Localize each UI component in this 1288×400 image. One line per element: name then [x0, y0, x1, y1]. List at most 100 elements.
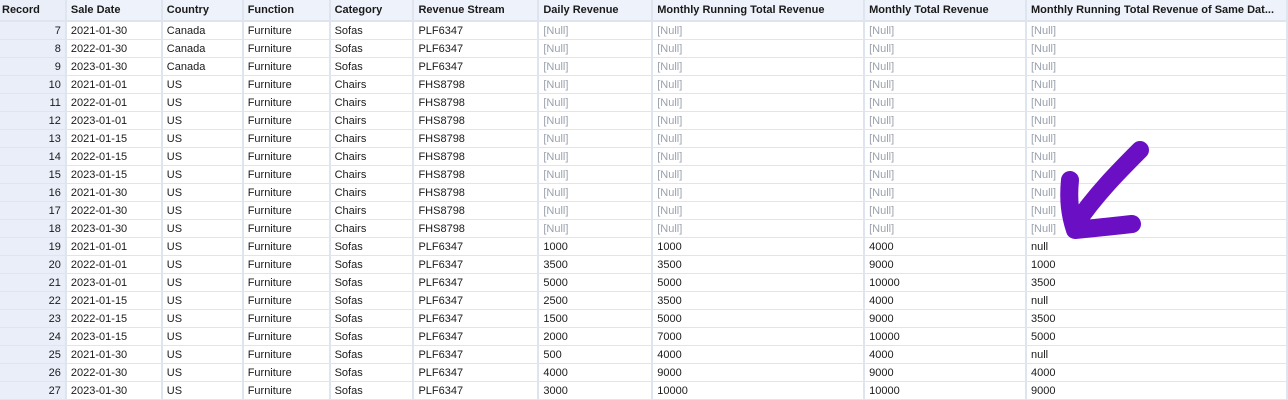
- table-cell[interactable]: Furniture: [242, 309, 331, 328]
- table-cell[interactable]: [Null]: [652, 75, 866, 94]
- table-cell[interactable]: 2022-01-30: [65, 363, 163, 382]
- table-cell[interactable]: US: [161, 93, 244, 112]
- table-cell[interactable]: [Null]: [538, 201, 654, 220]
- table-cell[interactable]: [Null]: [864, 201, 1027, 220]
- table-cell[interactable]: [Null]: [652, 219, 866, 238]
- record-number[interactable]: 20: [0, 255, 67, 274]
- table-row[interactable]: 26 2022-01-30 US Furniture Sofas PLF6347 4000 9…: [0, 363, 1288, 382]
- table-cell[interactable]: [Null]: [1025, 147, 1288, 166]
- table-cell[interactable]: 9000: [1025, 381, 1288, 400]
- table-cell[interactable]: FHS8798: [413, 201, 540, 220]
- table-row[interactable]: 23 2022-01-15 US Furniture Sofas PLF6347 1500 5…: [0, 309, 1288, 328]
- table-cell[interactable]: 3000: [538, 381, 654, 400]
- table-cell[interactable]: Furniture: [242, 237, 331, 256]
- table-cell[interactable]: 2021-01-01: [65, 75, 163, 94]
- table-row[interactable]: 17 2022-01-30 US Furniture Chairs FHS8798 [Nul…: [0, 201, 1288, 220]
- table-cell[interactable]: 4000: [864, 237, 1027, 256]
- table-cell[interactable]: 1000: [652, 237, 866, 256]
- table-cell[interactable]: Chairs: [329, 219, 415, 238]
- table-cell[interactable]: 2023-01-30: [65, 57, 163, 76]
- table-cell[interactable]: PLF6347: [413, 345, 540, 364]
- table-cell[interactable]: US: [161, 219, 244, 238]
- table-cell[interactable]: Sofas: [329, 291, 415, 310]
- table-cell[interactable]: Chairs: [329, 201, 415, 220]
- table-cell[interactable]: 9000: [864, 363, 1027, 382]
- table-cell[interactable]: 9000: [864, 255, 1027, 274]
- table-cell[interactable]: US: [161, 147, 244, 166]
- table-cell[interactable]: 2021-01-01: [65, 237, 163, 256]
- table-cell[interactable]: 3500: [1025, 273, 1288, 292]
- table-cell[interactable]: Furniture: [242, 381, 331, 400]
- table-cell[interactable]: Sofas: [329, 273, 415, 292]
- table-cell[interactable]: Furniture: [242, 129, 331, 148]
- table-cell[interactable]: [Null]: [538, 75, 654, 94]
- table-cell[interactable]: 3500: [652, 255, 866, 274]
- table-cell[interactable]: Chairs: [329, 111, 415, 130]
- table-cell[interactable]: Furniture: [242, 21, 331, 40]
- table-cell[interactable]: 2021-01-30: [65, 21, 163, 40]
- table-cell[interactable]: US: [161, 309, 244, 328]
- table-cell[interactable]: US: [161, 129, 244, 148]
- record-number[interactable]: 18: [0, 219, 67, 238]
- column-header-monthly-running-total-revenue[interactable]: Monthly Running Total Revenue: [652, 0, 866, 22]
- table-cell[interactable]: [Null]: [864, 111, 1027, 130]
- table-cell[interactable]: 4000: [864, 291, 1027, 310]
- table-cell[interactable]: Furniture: [242, 75, 331, 94]
- column-header-monthly-running-total-revenue-of-same-dat[interactable]: Monthly Running Total Revenue of Same Da…: [1025, 0, 1288, 22]
- table-cell[interactable]: 4000: [538, 363, 654, 382]
- table-row[interactable]: 18 2023-01-30 US Furniture Chairs FHS8798 [Nul…: [0, 219, 1288, 238]
- record-number[interactable]: 17: [0, 201, 67, 220]
- table-cell[interactable]: PLF6347: [413, 363, 540, 382]
- table-cell[interactable]: 5000: [1025, 327, 1288, 346]
- table-cell[interactable]: US: [161, 345, 244, 364]
- table-row[interactable]: 16 2021-01-30 US Furniture Chairs FHS8798 [Nul…: [0, 183, 1288, 202]
- table-cell[interactable]: Furniture: [242, 111, 331, 130]
- record-number[interactable]: 10: [0, 75, 67, 94]
- table-cell[interactable]: FHS8798: [413, 219, 540, 238]
- table-cell[interactable]: 4000: [652, 345, 866, 364]
- table-cell[interactable]: 9000: [652, 363, 866, 382]
- table-cell[interactable]: Furniture: [242, 39, 331, 58]
- column-header-revenue-stream[interactable]: Revenue Stream: [413, 0, 540, 22]
- record-number[interactable]: 11: [0, 93, 67, 112]
- table-cell[interactable]: 2022-01-15: [65, 147, 163, 166]
- table-cell[interactable]: Canada: [161, 21, 244, 40]
- table-cell[interactable]: null: [1025, 237, 1288, 256]
- table-cell[interactable]: PLF6347: [413, 291, 540, 310]
- table-cell[interactable]: 2023-01-01: [65, 273, 163, 292]
- table-cell[interactable]: [Null]: [1025, 201, 1288, 220]
- record-number[interactable]: 21: [0, 273, 67, 292]
- table-cell[interactable]: [Null]: [1025, 75, 1288, 94]
- table-cell[interactable]: Furniture: [242, 291, 331, 310]
- table-cell[interactable]: 7000: [652, 327, 866, 346]
- column-header-function[interactable]: Function: [242, 0, 331, 22]
- table-cell[interactable]: 2022-01-30: [65, 201, 163, 220]
- record-number[interactable]: 19: [0, 237, 67, 256]
- table-cell[interactable]: [Null]: [864, 129, 1027, 148]
- record-number[interactable]: 26: [0, 363, 67, 382]
- table-row[interactable]: 19 2021-01-01 US Furniture Sofas PLF6347 1000 1…: [0, 237, 1288, 256]
- table-cell[interactable]: Furniture: [242, 183, 331, 202]
- table-cell[interactable]: FHS8798: [413, 147, 540, 166]
- table-row[interactable]: 20 2022-01-01 US Furniture Sofas PLF6347 3500 3…: [0, 255, 1288, 274]
- table-cell[interactable]: 2500: [538, 291, 654, 310]
- table-cell[interactable]: [Null]: [652, 21, 866, 40]
- table-cell[interactable]: PLF6347: [413, 381, 540, 400]
- table-cell[interactable]: [Null]: [538, 183, 654, 202]
- table-cell[interactable]: [Null]: [1025, 21, 1288, 40]
- table-cell[interactable]: 1000: [538, 237, 654, 256]
- table-cell[interactable]: 2023-01-15: [65, 165, 163, 184]
- table-cell[interactable]: US: [161, 363, 244, 382]
- table-cell[interactable]: [Null]: [864, 183, 1027, 202]
- table-cell[interactable]: [Null]: [864, 165, 1027, 184]
- table-cell[interactable]: Canada: [161, 39, 244, 58]
- table-cell[interactable]: 2023-01-30: [65, 219, 163, 238]
- table-cell[interactable]: 2022-01-15: [65, 309, 163, 328]
- table-cell[interactable]: 2023-01-30: [65, 381, 163, 400]
- column-header-sale-date[interactable]: Sale Date: [65, 0, 163, 22]
- table-cell[interactable]: Furniture: [242, 345, 331, 364]
- table-cell[interactable]: FHS8798: [413, 165, 540, 184]
- table-row[interactable]: 13 2021-01-15 US Furniture Chairs FHS8798 [Nul…: [0, 129, 1288, 148]
- table-cell[interactable]: US: [161, 111, 244, 130]
- table-cell[interactable]: Furniture: [242, 201, 331, 220]
